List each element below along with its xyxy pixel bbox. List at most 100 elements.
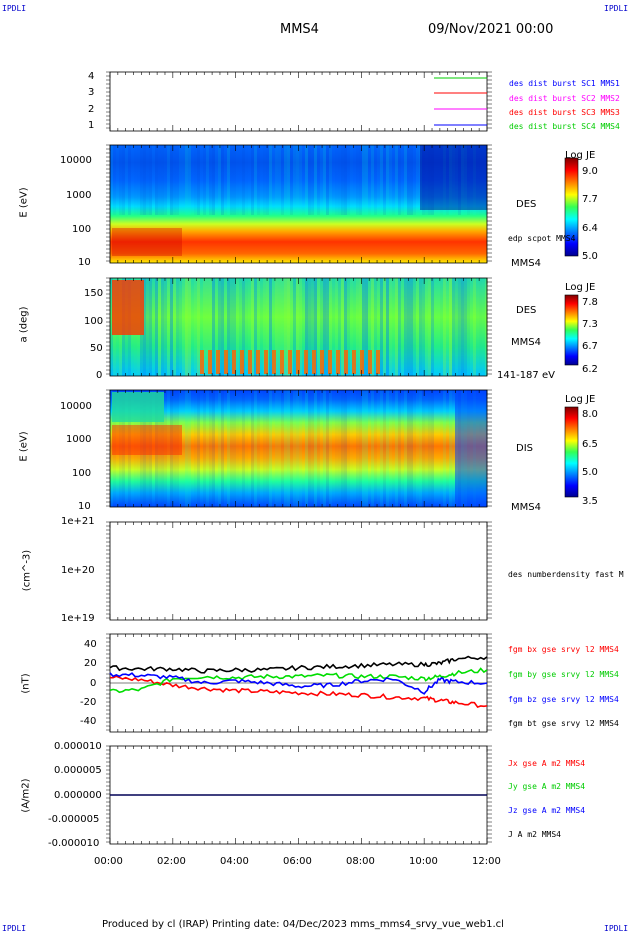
p3-burst [200, 350, 204, 374]
p4-stripe [248, 390, 251, 507]
p4-stripe [176, 390, 179, 507]
p4-stripe [272, 390, 275, 507]
p4-side-label: MMS4 [511, 502, 541, 513]
p2-stripe [185, 145, 188, 215]
p1-legend-item: des dist burst SC4 MMS4 [509, 122, 620, 131]
p3-stripe [473, 278, 476, 376]
p2-stripe [110, 145, 113, 215]
p3-stripe [323, 278, 326, 376]
p4-ytick: 1000 [66, 434, 92, 445]
p6-legend-item: fgm bx gse srvy l2 MMS4 [508, 645, 619, 654]
p4-stripe [221, 390, 224, 507]
p2-stripe [116, 145, 119, 215]
p3-burst [320, 350, 324, 374]
p2-stripe [347, 145, 350, 215]
p2-stripe [128, 145, 131, 215]
p2-stripe [365, 145, 368, 215]
p4-stripe [164, 390, 167, 507]
p7-ylabel: (A/m2) [20, 778, 32, 813]
p2-stripe [431, 145, 434, 215]
p2-stripe [353, 145, 356, 215]
p2-stripe [401, 145, 404, 215]
p2-stripe [389, 145, 392, 215]
p4-stripe [329, 390, 332, 507]
footer-text: Produced by cl (IRAP) Printing date: 04/… [102, 919, 504, 930]
p2-stripe [377, 145, 380, 215]
p4-ytick: 10000 [60, 401, 92, 412]
p4-side-label: DIS [516, 443, 533, 454]
p2-stripe [245, 145, 248, 215]
p4-stripe [110, 390, 113, 507]
corner-label-tr: IPDLI [604, 4, 629, 13]
p3-side-label: 141-187 eV [497, 370, 555, 381]
p7-legend-item: Jz gse A m2 MMS4 [508, 806, 586, 815]
p2-stripe [164, 145, 167, 215]
p7-ytick: 0.000005 [54, 765, 102, 776]
p3-stripe [110, 278, 113, 376]
x-tick-label: 02:00 [157, 856, 186, 867]
p3-stripe [356, 278, 359, 376]
p3-stripe [278, 278, 281, 376]
p3-burst [272, 350, 276, 374]
p4-stripe [401, 390, 404, 507]
p3-stripe [299, 278, 302, 376]
p4-stripe [287, 390, 290, 507]
p2-ytick: 10 [78, 257, 91, 268]
p3-stripe [392, 278, 395, 376]
p4-stripe [257, 390, 260, 507]
p2-stripe [143, 145, 146, 215]
p2-stripe [272, 145, 275, 215]
p3-burst [248, 350, 252, 374]
p4-stripe [434, 390, 437, 507]
p4-stripe [344, 390, 347, 507]
p3-ytick: 0 [96, 370, 103, 381]
p2-stripe [254, 145, 257, 215]
p2-ytick: 10000 [60, 155, 92, 166]
p6-legend-item: fgm by gse srvy l2 MMS4 [508, 670, 619, 679]
p2-cbar-tick: 5.0 [582, 251, 598, 262]
p2-stripe [404, 145, 407, 215]
p2-stripe [260, 145, 263, 215]
p2-stripe [134, 145, 137, 215]
p2-stripe [380, 145, 383, 215]
p3-stripe [332, 278, 335, 376]
p3-stripe [218, 278, 221, 376]
p3-stripe [395, 278, 398, 376]
p6-legend-item: fgm bz gse srvy l2 MMS4 [508, 695, 619, 704]
p4-stripe [380, 390, 383, 507]
p3-stripe [413, 278, 416, 376]
p3-stripe [317, 278, 320, 376]
p3-stripe [452, 278, 455, 376]
p3-stripe [182, 278, 185, 376]
p3-ytick: 150 [84, 288, 104, 299]
p3-stripe [407, 278, 410, 376]
p4-stripe [302, 390, 305, 507]
p2-stripe [209, 145, 212, 215]
p4-stripe [320, 390, 323, 507]
p2-cbar-title: Log JE [565, 150, 596, 161]
p2-stripe [191, 145, 194, 215]
p4-stripe [224, 390, 227, 507]
p5-ytick: 1e+19 [61, 613, 95, 624]
p3-stripe [431, 278, 434, 376]
p4-stripe [386, 390, 389, 507]
p3-stripe [173, 278, 176, 376]
p2-stripe [443, 145, 446, 215]
p4-stripe [326, 390, 329, 507]
p3-stripe [308, 278, 311, 376]
p3-stripe [176, 278, 179, 376]
p6-series-line [109, 667, 488, 694]
p2-stripe [230, 145, 233, 215]
p3-stripe [449, 278, 452, 376]
p2-stripe [161, 145, 164, 215]
p2-stripe [362, 145, 365, 215]
p3-ytick: 50 [90, 343, 103, 354]
p2-stripe [407, 145, 410, 215]
p4-stripe [440, 390, 443, 507]
p3-stripe [380, 278, 383, 376]
p2-stripe [179, 145, 182, 215]
p2-stripe [152, 145, 155, 215]
p4-stripe [404, 390, 407, 507]
p4-stripe [395, 390, 398, 507]
